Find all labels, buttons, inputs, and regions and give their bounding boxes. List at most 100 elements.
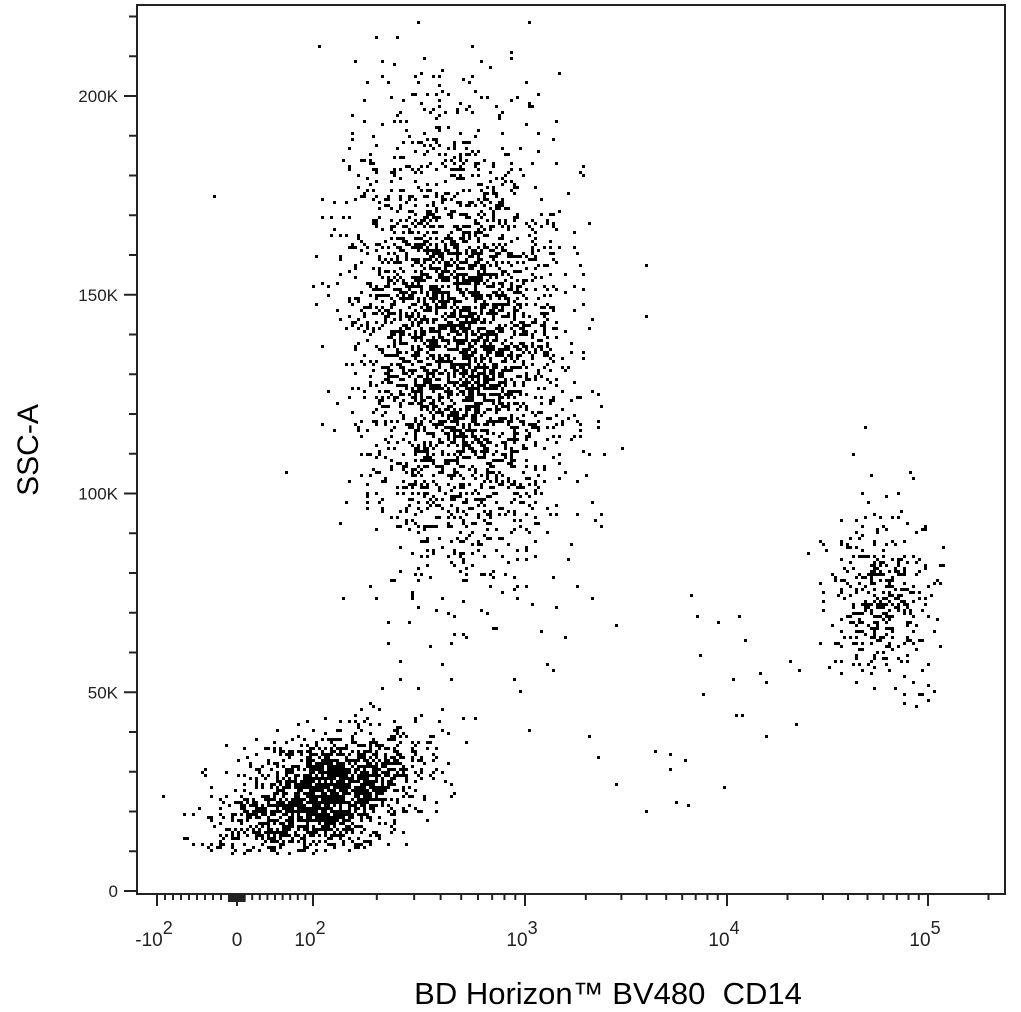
- data-point: [492, 309, 495, 312]
- data-point: [255, 837, 258, 840]
- data-point: [417, 141, 420, 144]
- data-point: [462, 393, 465, 396]
- data-point: [387, 195, 390, 198]
- data-point: [339, 765, 342, 768]
- data-point: [411, 498, 414, 501]
- data-point: [399, 342, 402, 345]
- data-point: [471, 351, 474, 354]
- data-point: [534, 480, 537, 483]
- data-point: [438, 720, 441, 723]
- data-point: [285, 810, 288, 813]
- data-point: [549, 240, 552, 243]
- data-point: [432, 252, 435, 255]
- data-point: [552, 306, 555, 309]
- data-point: [429, 258, 432, 261]
- data-point: [423, 795, 426, 798]
- data-point: [420, 189, 423, 192]
- data-point: [312, 765, 315, 768]
- data-point: [279, 831, 282, 834]
- data-point: [534, 303, 537, 306]
- data-point: [294, 786, 297, 789]
- data-point: [552, 456, 555, 459]
- data-point: [441, 339, 444, 342]
- data-point: [441, 195, 444, 198]
- data-point: [486, 378, 489, 381]
- data-point: [426, 549, 429, 552]
- data-point: [453, 417, 456, 420]
- data-point: [483, 456, 486, 459]
- data-point: [450, 399, 453, 402]
- data-point: [426, 456, 429, 459]
- data-point: [432, 405, 435, 408]
- data-point: [348, 720, 351, 723]
- data-point: [441, 387, 444, 390]
- data-point: [474, 360, 477, 363]
- data-point: [525, 549, 528, 552]
- data-point: [474, 279, 477, 282]
- data-point: [330, 819, 333, 822]
- data-point: [378, 471, 381, 474]
- data-point: [456, 537, 459, 540]
- data-point: [387, 447, 390, 450]
- data-point: [297, 798, 300, 801]
- data-point: [573, 381, 576, 384]
- data-point: [285, 774, 288, 777]
- data-point: [582, 351, 585, 354]
- data-point: [339, 822, 342, 825]
- data-point: [459, 291, 462, 294]
- data-point: [453, 384, 456, 387]
- data-point: [438, 378, 441, 381]
- data-point: [513, 396, 516, 399]
- data-point: [369, 723, 372, 726]
- data-point: [321, 750, 324, 753]
- data-point: [546, 426, 549, 429]
- data-point: [378, 837, 381, 840]
- data-point: [501, 453, 504, 456]
- data-point: [465, 501, 468, 504]
- data-point: [558, 435, 561, 438]
- data-point: [417, 249, 420, 252]
- data-point: [318, 777, 321, 780]
- data-point: [495, 327, 498, 330]
- data-point: [555, 606, 558, 609]
- data-point: [384, 390, 387, 393]
- data-point: [555, 504, 558, 507]
- data-point: [369, 765, 372, 768]
- data-point: [420, 366, 423, 369]
- data-point: [519, 291, 522, 294]
- data-point: [273, 747, 276, 750]
- data-point: [399, 462, 402, 465]
- data-point: [273, 846, 276, 849]
- data-point: [399, 735, 402, 738]
- data-point: [270, 828, 273, 831]
- data-point: [471, 252, 474, 255]
- data-point: [402, 795, 405, 798]
- data-point: [486, 219, 489, 222]
- data-point: [501, 390, 504, 393]
- data-point: [327, 813, 330, 816]
- data-point: [453, 261, 456, 264]
- data-point: [483, 396, 486, 399]
- data-point: [339, 831, 342, 834]
- data-point: [360, 708, 363, 711]
- data-point: [414, 279, 417, 282]
- data-point: [462, 282, 465, 285]
- data-point: [456, 459, 459, 462]
- data-point: [285, 780, 288, 783]
- data-point: [513, 426, 516, 429]
- data-point: [408, 228, 411, 231]
- data-point: [360, 240, 363, 243]
- data-point: [393, 120, 396, 123]
- data-point: [300, 789, 303, 792]
- data-point: [483, 372, 486, 375]
- data-point: [525, 288, 528, 291]
- data-point: [462, 444, 465, 447]
- data-point: [576, 480, 579, 483]
- data-point: [300, 849, 303, 852]
- data-point: [381, 762, 384, 765]
- data-point: [447, 453, 450, 456]
- data-point: [324, 762, 327, 765]
- data-point: [459, 165, 462, 168]
- data-point: [453, 426, 456, 429]
- data-point: [441, 255, 444, 258]
